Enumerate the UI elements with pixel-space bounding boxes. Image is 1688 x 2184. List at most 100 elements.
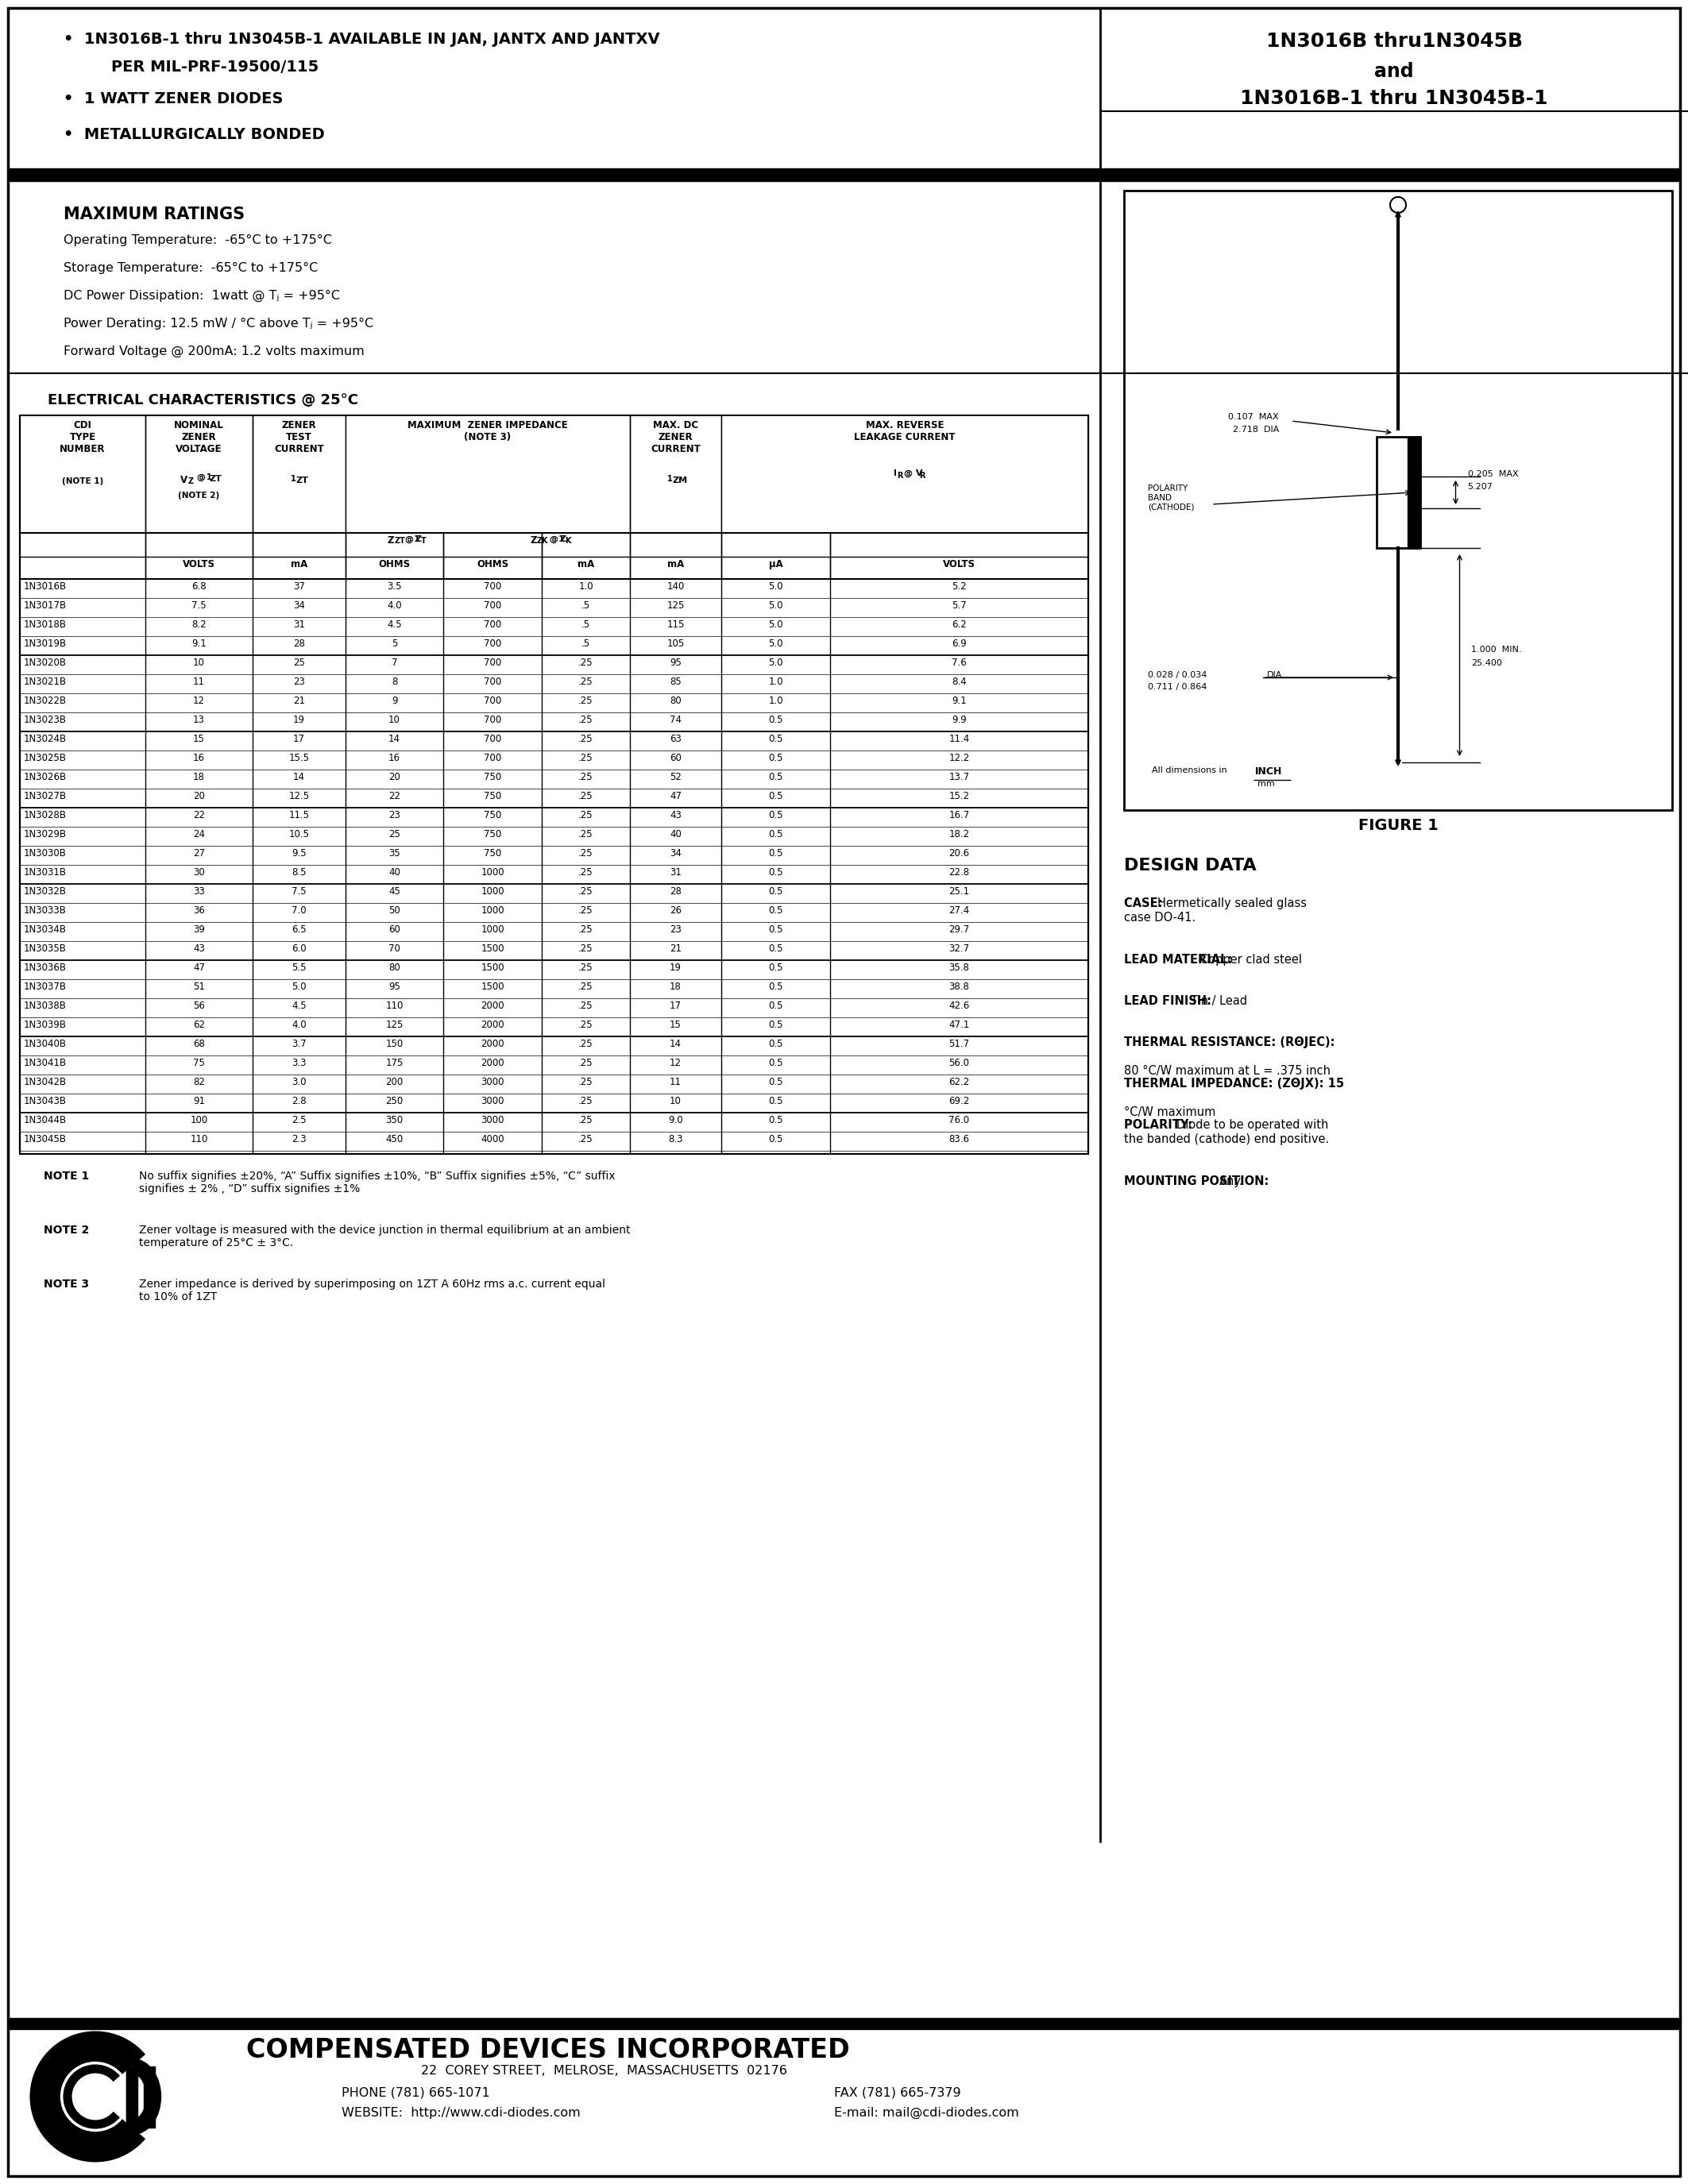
Text: 125: 125 xyxy=(667,601,685,612)
Text: 700: 700 xyxy=(484,638,501,649)
Text: 2.8: 2.8 xyxy=(292,1096,307,1107)
Bar xyxy=(127,2066,132,2127)
Text: 3.7: 3.7 xyxy=(292,1040,307,1048)
Text: 2.3: 2.3 xyxy=(292,1133,307,1144)
Text: 1: 1 xyxy=(290,474,295,483)
Text: 13.7: 13.7 xyxy=(949,771,969,782)
Text: 3.3: 3.3 xyxy=(292,1057,307,1068)
Text: .25: .25 xyxy=(579,1057,592,1068)
Text: .25: .25 xyxy=(579,753,592,762)
Text: R: R xyxy=(896,472,903,480)
Text: 20: 20 xyxy=(192,791,204,802)
Text: .25: .25 xyxy=(579,943,592,954)
Text: LEAD FINISH:: LEAD FINISH: xyxy=(1124,996,1219,1007)
Text: 95: 95 xyxy=(670,657,682,668)
Text: 43: 43 xyxy=(192,943,204,954)
Text: 4.5: 4.5 xyxy=(292,1000,307,1011)
Text: 0.5: 0.5 xyxy=(768,924,783,935)
Text: 105: 105 xyxy=(667,638,684,649)
Text: 0.5: 0.5 xyxy=(768,1116,783,1125)
Text: VOLTS: VOLTS xyxy=(182,559,216,570)
Text: 1N3025B: 1N3025B xyxy=(24,753,68,762)
Text: 43: 43 xyxy=(670,810,682,821)
Text: 1N3036B: 1N3036B xyxy=(24,963,68,972)
Text: •  METALLURGICALLY BONDED: • METALLURGICALLY BONDED xyxy=(64,127,324,142)
Text: .25: .25 xyxy=(579,657,592,668)
Text: 7.5: 7.5 xyxy=(192,601,206,612)
Text: 75: 75 xyxy=(192,1057,204,1068)
Text: Z: Z xyxy=(415,535,422,544)
Text: 11: 11 xyxy=(192,677,204,688)
Text: Z: Z xyxy=(187,478,194,485)
Text: •  1N3016B-1 thru 1N3045B-1 AVAILABLE IN JAN, JANTX AND JANTXV: • 1N3016B-1 thru 1N3045B-1 AVAILABLE IN … xyxy=(64,33,660,46)
Text: 1N3028B: 1N3028B xyxy=(24,810,68,821)
Text: .25: .25 xyxy=(579,697,592,705)
Text: 3.5: 3.5 xyxy=(387,581,402,592)
Text: 28: 28 xyxy=(294,638,306,649)
Text: 23: 23 xyxy=(294,677,306,688)
Text: 24: 24 xyxy=(192,830,204,839)
Text: 7.5: 7.5 xyxy=(292,887,307,898)
Text: 31: 31 xyxy=(670,867,682,878)
Text: 5.0: 5.0 xyxy=(292,981,307,992)
Text: 2.718  DIA: 2.718 DIA xyxy=(1232,426,1280,435)
Text: THERMAL RESISTANCE: (RΘJEC):: THERMAL RESISTANCE: (RΘJEC): xyxy=(1124,1037,1335,1048)
Text: 47: 47 xyxy=(192,963,204,972)
Text: COMPENSATED DEVICES INCORPORATED: COMPENSATED DEVICES INCORPORATED xyxy=(246,2038,849,2064)
Text: 51: 51 xyxy=(192,981,204,992)
Text: .25: .25 xyxy=(579,867,592,878)
Text: 0.5: 0.5 xyxy=(768,714,783,725)
Text: 80: 80 xyxy=(388,963,400,972)
Text: 1N3030B: 1N3030B xyxy=(24,847,66,858)
Text: 8: 8 xyxy=(392,677,397,688)
Text: (NOTE 2): (NOTE 2) xyxy=(179,491,219,500)
Text: 14: 14 xyxy=(670,1040,682,1048)
Text: 0.5: 0.5 xyxy=(768,830,783,839)
Text: 350: 350 xyxy=(385,1116,403,1125)
Text: 22.8: 22.8 xyxy=(949,867,969,878)
Text: 6.5: 6.5 xyxy=(292,924,307,935)
Text: 4.5: 4.5 xyxy=(387,620,402,629)
Text: 95: 95 xyxy=(388,981,400,992)
Text: Storage Temperature:  -65°C to +175°C: Storage Temperature: -65°C to +175°C xyxy=(64,262,317,273)
Text: DC Power Dissipation:  1watt @ Tⱼ = +95°C: DC Power Dissipation: 1watt @ Tⱼ = +95°C xyxy=(64,290,339,301)
Text: 1.0: 1.0 xyxy=(579,581,592,592)
Text: 0.5: 0.5 xyxy=(768,943,783,954)
Text: FIGURE 1: FIGURE 1 xyxy=(1357,819,1438,832)
Text: 13: 13 xyxy=(192,714,204,725)
Text: 1500: 1500 xyxy=(481,981,505,992)
Text: K: K xyxy=(565,537,571,544)
Text: 1N3016B thru1N3045B: 1N3016B thru1N3045B xyxy=(1266,33,1523,50)
Text: 60: 60 xyxy=(670,753,682,762)
Text: ZT: ZT xyxy=(209,474,221,483)
Bar xyxy=(20,415,1089,1153)
Text: 0.5: 0.5 xyxy=(768,1096,783,1107)
Text: the banded (cathode) end positive.: the banded (cathode) end positive. xyxy=(1124,1133,1328,1144)
Text: .25: .25 xyxy=(579,924,592,935)
Text: 1N3035B: 1N3035B xyxy=(24,943,66,954)
Text: THERMAL IMPEDANCE: (ZΘJX): 15: THERMAL IMPEDANCE: (ZΘJX): 15 xyxy=(1124,1077,1344,1090)
Text: 0.5: 0.5 xyxy=(768,1020,783,1031)
Text: 82: 82 xyxy=(192,1077,204,1088)
Text: 0.5: 0.5 xyxy=(768,791,783,802)
Text: 10: 10 xyxy=(388,714,400,725)
Text: 750: 750 xyxy=(484,847,501,858)
Text: 36: 36 xyxy=(192,906,204,915)
Text: 1.000  MIN.: 1.000 MIN. xyxy=(1472,646,1523,653)
Text: 1N3029B: 1N3029B xyxy=(24,830,68,839)
Text: 110: 110 xyxy=(385,1000,403,1011)
Text: .25: .25 xyxy=(579,963,592,972)
Text: 32.7: 32.7 xyxy=(949,943,969,954)
Text: I: I xyxy=(893,470,896,478)
Text: 115: 115 xyxy=(667,620,685,629)
Text: DESIGN DATA: DESIGN DATA xyxy=(1124,858,1256,874)
Text: CASE:: CASE: xyxy=(1124,898,1171,909)
Text: 7.0: 7.0 xyxy=(292,906,307,915)
Text: 2000: 2000 xyxy=(481,1057,505,1068)
Text: 7: 7 xyxy=(392,657,397,668)
Text: 34: 34 xyxy=(294,601,306,612)
Text: 27.4: 27.4 xyxy=(949,906,969,915)
Text: 18: 18 xyxy=(670,981,682,992)
Text: 4000: 4000 xyxy=(481,1133,505,1144)
Text: 750: 750 xyxy=(484,771,501,782)
